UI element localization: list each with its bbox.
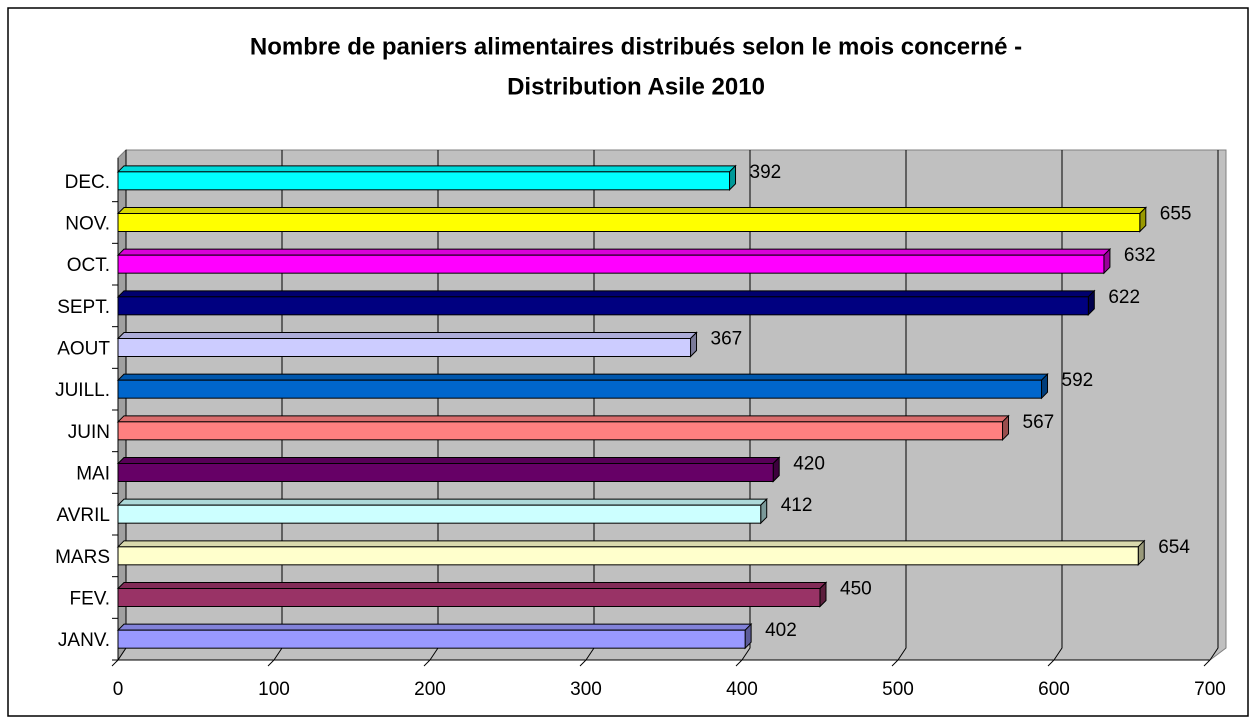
tick-mark [423, 659, 431, 667]
bar [116, 414, 1010, 442]
data-label: 567 [1023, 412, 1055, 433]
y-tick-label: NOV. [65, 214, 110, 235]
data-label: 412 [781, 495, 813, 516]
y-tick-label: SEPT. [57, 297, 110, 318]
data-label: 402 [765, 620, 797, 641]
tick-mark [111, 659, 119, 667]
bar [116, 164, 737, 192]
y-tick-label: MARS [55, 547, 110, 568]
y-tick-label: JANV. [58, 630, 110, 651]
bar [116, 581, 828, 608]
y-tick-label: JUILL. [55, 380, 110, 401]
y-tick-label: DEC. [65, 172, 110, 193]
bar [116, 372, 1049, 400]
x-tick-label: 0 [113, 679, 124, 700]
x-tick-label: 700 [1194, 679, 1226, 700]
y-tick-label: MAI [76, 464, 110, 485]
tick-mark [1047, 659, 1055, 667]
data-label: 655 [1160, 204, 1192, 225]
grid-line [1053, 150, 1063, 661]
y-tick-label: OCT. [67, 255, 110, 276]
data-label: 392 [750, 162, 782, 183]
grid-line [741, 150, 751, 661]
data-label: 654 [1158, 537, 1190, 558]
x-tick-label: 600 [1038, 679, 1070, 700]
y-tick-label: AOUT [57, 339, 110, 360]
chart-title: Distribution Asile 2010 [507, 73, 765, 100]
data-label: 622 [1108, 287, 1140, 308]
tick-mark [891, 659, 899, 667]
data-label: 632 [1124, 245, 1156, 266]
tick-mark [735, 659, 743, 667]
bar [116, 622, 753, 650]
tick-mark [1203, 659, 1211, 667]
data-label: 592 [1062, 370, 1094, 391]
x-tick-label: 500 [882, 679, 914, 700]
y-tick-label: AVRIL [56, 505, 110, 526]
y-tick-label: JUIN [68, 422, 110, 443]
grid-line [897, 150, 907, 661]
bar [116, 206, 1148, 233]
bar [116, 247, 1112, 275]
x-tick-label: 400 [726, 679, 758, 700]
x-tick-label: 100 [258, 679, 290, 700]
bar [116, 331, 698, 358]
data-label: 420 [793, 454, 825, 475]
x-tick-label: 300 [570, 679, 602, 700]
chart-title: Nombre de paniers alimentaires distribué… [250, 33, 1022, 60]
bar [116, 539, 1146, 567]
tick-mark [267, 659, 275, 667]
bar [116, 456, 781, 483]
x-tick-label: 200 [414, 679, 446, 700]
y-tick-label: FEV. [70, 589, 111, 610]
bar [116, 289, 1096, 317]
grid-line [1209, 150, 1219, 661]
data-label: 367 [711, 329, 743, 350]
data-label: 450 [840, 579, 872, 600]
tick-mark [579, 659, 587, 667]
bar [116, 497, 768, 525]
